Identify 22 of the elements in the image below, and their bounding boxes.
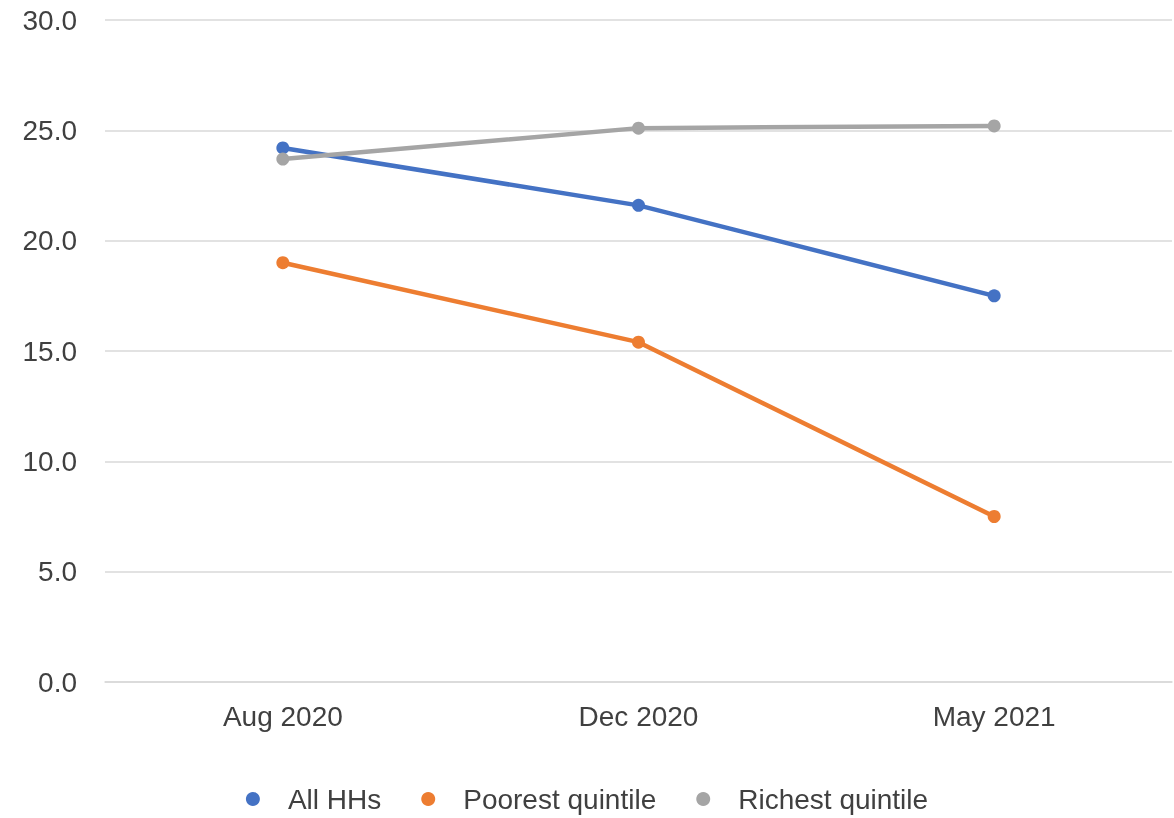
y-tick-label: 5.0 — [38, 556, 77, 588]
x-tick-label: Dec 2020 — [578, 700, 699, 732]
y-tick-label: 25.0 — [22, 114, 77, 146]
point — [632, 335, 645, 349]
point — [276, 141, 290, 155]
point — [276, 152, 290, 166]
x-tick-label: May 2021 — [932, 700, 1056, 732]
x-tick-label: Aug 2020 — [222, 700, 343, 732]
y-tick-label: 15.0 — [22, 335, 77, 367]
point — [987, 119, 1001, 133]
y-tick-label: 0.0 — [38, 666, 77, 698]
y-tick-label: 20.0 — [22, 225, 77, 257]
point — [987, 289, 1001, 303]
legend-label: Poorest quintile — [463, 783, 657, 815]
point — [632, 198, 645, 212]
y-tick-label: 30.0 — [22, 4, 77, 36]
point — [276, 256, 290, 270]
legend-label: Richest quintile — [738, 783, 929, 815]
point — [632, 121, 645, 135]
point — [987, 510, 1001, 523]
legend-label: All HHs — [287, 783, 382, 815]
y-tick-label: 10.0 — [22, 445, 77, 477]
